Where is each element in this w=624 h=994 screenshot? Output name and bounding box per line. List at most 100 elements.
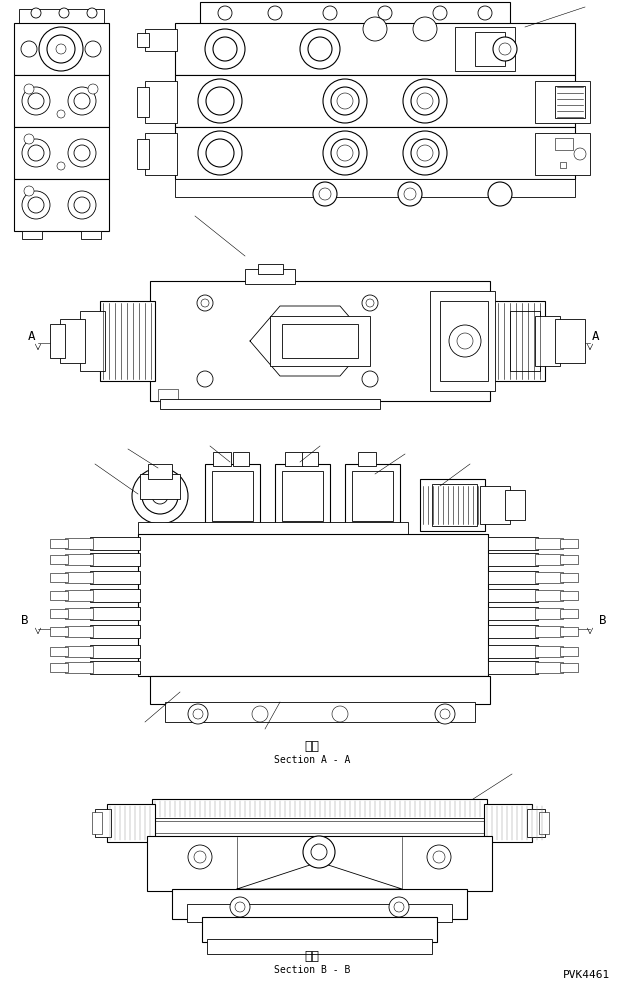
Circle shape — [331, 87, 359, 116]
Bar — [81, 232, 101, 240]
Text: 断面: 断面 — [305, 740, 319, 752]
Circle shape — [366, 300, 374, 308]
Circle shape — [323, 132, 367, 176]
Bar — [50, 627, 68, 636]
Bar — [527, 809, 545, 837]
Circle shape — [218, 7, 232, 21]
Circle shape — [24, 84, 34, 94]
Bar — [14, 76, 109, 128]
Bar — [158, 390, 178, 402]
Bar — [505, 490, 525, 521]
Text: Section A - A: Section A - A — [274, 754, 350, 764]
Bar — [90, 554, 140, 567]
Circle shape — [197, 295, 213, 312]
Circle shape — [152, 488, 168, 505]
Text: A: A — [28, 329, 36, 342]
Circle shape — [403, 132, 447, 176]
Bar — [138, 553, 488, 569]
Circle shape — [337, 93, 353, 110]
Bar — [560, 540, 578, 549]
Bar — [488, 589, 538, 602]
Circle shape — [206, 140, 234, 168]
Circle shape — [213, 38, 237, 62]
Circle shape — [206, 87, 234, 116]
Circle shape — [193, 710, 203, 720]
Circle shape — [268, 7, 282, 21]
Bar — [175, 128, 575, 180]
Bar — [50, 591, 68, 600]
Bar — [488, 645, 538, 658]
Bar — [560, 663, 578, 672]
Bar — [345, 464, 400, 527]
Bar — [92, 812, 102, 834]
Circle shape — [363, 18, 387, 42]
Bar — [50, 325, 65, 359]
Bar — [488, 538, 538, 551]
Bar — [150, 676, 490, 705]
Circle shape — [413, 18, 437, 42]
Circle shape — [68, 87, 96, 116]
Circle shape — [132, 468, 188, 525]
Bar — [14, 24, 109, 76]
Circle shape — [28, 198, 44, 214]
Circle shape — [198, 132, 242, 176]
Bar — [420, 479, 485, 532]
Circle shape — [488, 183, 512, 207]
Bar — [107, 804, 155, 842]
Circle shape — [59, 9, 69, 19]
Bar — [65, 539, 93, 550]
Bar — [65, 626, 93, 637]
Bar — [138, 571, 488, 586]
Bar — [535, 134, 590, 176]
Bar — [207, 939, 432, 954]
Circle shape — [230, 898, 250, 917]
Bar — [480, 486, 510, 525]
Bar — [90, 645, 140, 658]
Bar — [275, 464, 330, 527]
Bar — [560, 627, 578, 636]
Bar — [535, 539, 563, 550]
Bar — [137, 34, 149, 48]
Bar — [90, 625, 140, 638]
Bar — [282, 325, 358, 359]
Circle shape — [24, 135, 34, 145]
Bar — [213, 452, 231, 466]
Bar — [50, 663, 68, 672]
Bar — [245, 269, 295, 284]
Bar — [137, 140, 149, 170]
Circle shape — [197, 372, 213, 388]
Bar — [140, 474, 180, 500]
Bar — [488, 572, 538, 584]
Text: B: B — [599, 613, 607, 626]
Bar — [560, 556, 578, 565]
Circle shape — [68, 140, 96, 168]
Circle shape — [85, 42, 101, 58]
Bar — [145, 82, 177, 124]
Bar — [475, 33, 505, 67]
Circle shape — [74, 146, 90, 162]
Bar — [212, 471, 253, 522]
Circle shape — [22, 140, 50, 168]
Bar — [138, 642, 488, 658]
Circle shape — [57, 163, 65, 171]
Bar — [205, 464, 260, 527]
Text: PVK4461: PVK4461 — [563, 969, 610, 979]
Bar — [560, 163, 566, 169]
Bar — [535, 317, 560, 367]
Circle shape — [411, 140, 439, 168]
Bar — [138, 535, 488, 676]
Bar — [65, 646, 93, 657]
Circle shape — [337, 146, 353, 162]
Circle shape — [24, 187, 34, 197]
Bar — [535, 590, 563, 601]
Bar — [432, 484, 477, 527]
Bar — [137, 87, 149, 118]
Circle shape — [404, 189, 416, 201]
Bar — [535, 662, 563, 673]
Bar — [282, 471, 323, 522]
Bar — [352, 471, 393, 522]
Bar — [358, 452, 376, 466]
Text: A: A — [592, 329, 600, 342]
Bar — [60, 320, 85, 364]
Circle shape — [303, 836, 335, 868]
